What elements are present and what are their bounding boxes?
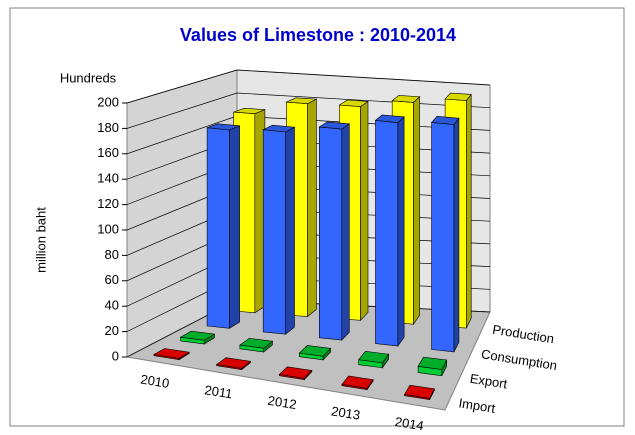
bar xyxy=(215,357,252,371)
bar-side xyxy=(413,96,420,326)
bar-side xyxy=(285,126,295,335)
bar xyxy=(262,124,296,335)
y-unit-label: Hundreds xyxy=(60,70,117,85)
y-tick-label: 40 xyxy=(105,298,119,313)
bar-top xyxy=(262,124,296,133)
bar-top xyxy=(341,375,374,389)
bar-side xyxy=(341,123,350,341)
bar-top xyxy=(153,348,191,359)
bar-top xyxy=(417,356,448,370)
bar xyxy=(239,338,274,353)
bar-top xyxy=(430,115,460,125)
bar xyxy=(417,356,448,377)
bar-top xyxy=(374,114,405,124)
y-tick-label: 200 xyxy=(97,94,119,109)
bar-side xyxy=(229,125,240,329)
bar-top xyxy=(391,95,421,103)
bar-front xyxy=(375,120,399,347)
y-tick-label: 20 xyxy=(105,323,119,338)
bar-top xyxy=(444,92,472,101)
chart-title: Values of Limestone : 2010-2014 xyxy=(180,25,456,45)
x-tick-label: 2013 xyxy=(330,403,361,422)
y-tick-label: 120 xyxy=(97,196,119,211)
y-axis-label: million baht xyxy=(33,207,48,273)
bar xyxy=(206,123,240,329)
y-tick-label: 80 xyxy=(105,247,119,262)
bar xyxy=(341,375,374,391)
bar-side xyxy=(453,117,460,353)
bar xyxy=(318,121,351,341)
grid-line xyxy=(126,69,491,104)
bar-top xyxy=(298,345,332,357)
bar-top xyxy=(404,384,435,399)
bar-top xyxy=(358,350,390,364)
bar xyxy=(298,345,332,361)
bar-side xyxy=(465,93,472,329)
x-tick-label: 2011 xyxy=(204,382,234,401)
bar-top xyxy=(215,357,252,369)
bar-front xyxy=(431,122,455,353)
bar-top xyxy=(285,97,318,105)
bar-top xyxy=(233,107,266,115)
y-tick-label: 140 xyxy=(97,171,119,186)
bar-top xyxy=(338,99,369,107)
bar xyxy=(430,115,460,353)
bar-side xyxy=(307,98,317,318)
y-tick-label: 180 xyxy=(97,120,119,135)
y-tick-label: 100 xyxy=(97,221,119,236)
bar-side xyxy=(360,100,369,322)
bar xyxy=(278,366,313,381)
bar xyxy=(374,114,405,347)
bar-side xyxy=(397,116,405,347)
y-tick-label: 60 xyxy=(105,272,119,287)
bar-top xyxy=(239,338,274,349)
y-tick-label: 160 xyxy=(97,145,119,160)
x-tick-label: 2010 xyxy=(140,372,171,391)
bar xyxy=(179,330,216,345)
depth-label: Export xyxy=(469,371,509,392)
y-tick-label: 0 xyxy=(112,348,119,363)
bar-top xyxy=(206,123,240,131)
bar xyxy=(358,350,390,369)
x-tick-label: 2014 xyxy=(394,414,425,433)
bar-front xyxy=(318,126,343,341)
bar-top xyxy=(278,366,313,379)
bar-front xyxy=(262,129,287,335)
x-tick-label: 2012 xyxy=(267,393,298,412)
bar-front xyxy=(206,127,230,329)
bar-top xyxy=(179,330,216,341)
depth-label: Import xyxy=(458,395,497,416)
bar xyxy=(404,384,435,401)
bar-top xyxy=(318,121,351,130)
bar xyxy=(153,348,191,361)
